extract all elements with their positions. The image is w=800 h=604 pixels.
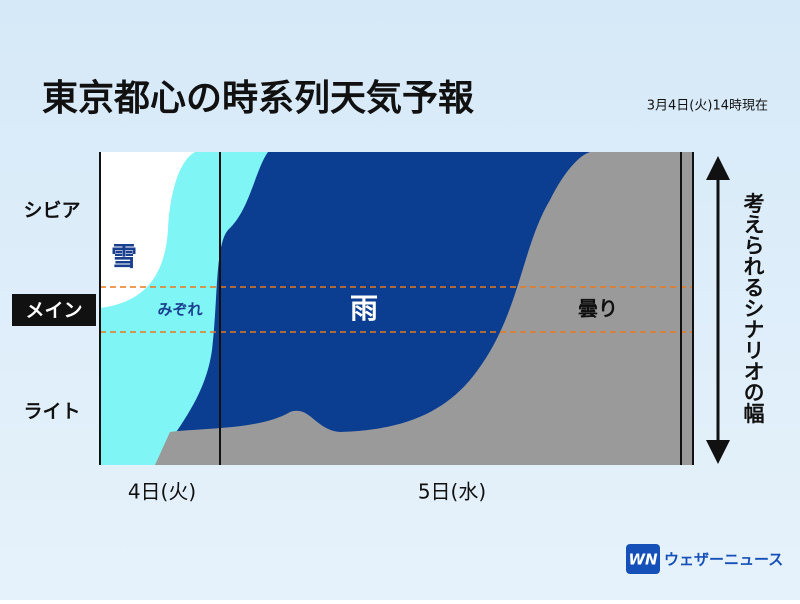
region-label: 雪 (111, 243, 137, 273)
day-label: 5日(水) (418, 480, 486, 504)
row-label: シビア (23, 200, 80, 222)
logo-mark-box (626, 544, 660, 574)
logo-name: ウェザーニュース (664, 551, 783, 569)
day-label: 4日(火) (128, 480, 196, 504)
title: 東京都心の時系列天気予報 (42, 77, 474, 119)
plot: 雪 みぞれ 雨 曇り (99, 152, 694, 465)
logo: WN ウェザーニュース (626, 544, 783, 574)
region-label: 曇り (578, 297, 618, 321)
logo-mark: WN (628, 551, 658, 569)
cloud-area (155, 152, 693, 465)
row-label: メイン (25, 300, 82, 322)
row-label: ライト (23, 401, 80, 423)
row-label-box (12, 294, 96, 326)
region-label: みぞれ (157, 301, 202, 319)
snow-area (100, 152, 195, 308)
range-label: 考えられるシナリオの幅 (741, 192, 765, 425)
timestamp: 3月4日(火)14時現在 (647, 99, 768, 114)
region-label: 雨 (350, 292, 378, 325)
